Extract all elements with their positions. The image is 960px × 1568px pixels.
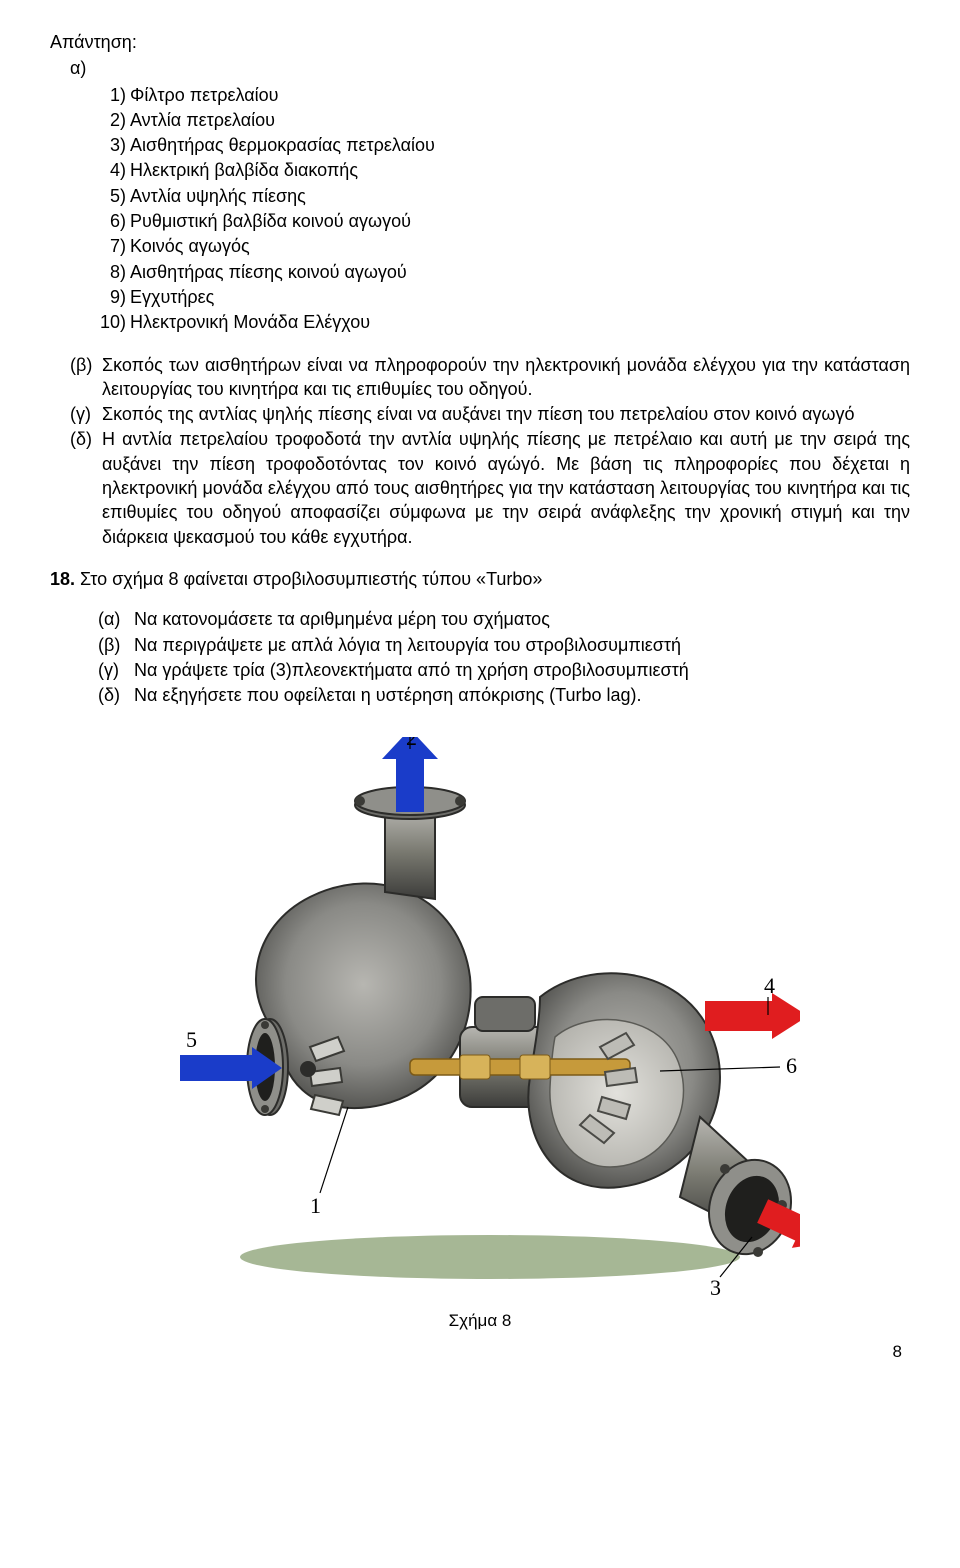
fig-label-5: 5 [186,1027,197,1052]
item-text: Αισθητήρας θερμοκρασίας πετρελαίου [130,133,435,157]
list-item: 5)Αντλία υψηλής πίεσης [98,184,910,208]
letter-text: Σκοπός των αισθητήρων είναι να πληροφορο… [102,353,910,402]
letter-item: (γ) Σκοπός της αντλίας ψηλής πίεσης είνα… [70,402,910,426]
item-text: Εγχυτήρες [130,285,214,309]
sub-label: (α) [98,607,134,631]
sub-text: Να περιγράψετε με απλά λόγια τη λειτουργ… [134,633,910,657]
item-number: 6) [98,209,126,233]
letter-item: (δ) Η αντλία πετρελαίου τροφοδοτά την αν… [70,427,910,548]
numbered-list: 1)Φίλτρο πετρελαίου 2)Αντλία πετρελαίου … [98,83,910,335]
item-number: 4) [98,158,126,182]
sub-text: Να κατονομάσετε τα αριθμημένα μέρη του σ… [134,607,910,631]
sub-text: Να γράψετε τρία (3)πλεονεκτήματα από τη … [134,658,910,682]
letter-item: (β) Σκοπός των αισθητήρων είναι να πληρο… [70,353,910,402]
item-number: 3) [98,133,126,157]
list-item: 1)Φίλτρο πετρελαίου [98,83,910,107]
item-text: Κοινός αγωγός [130,234,250,258]
letter-label: (β) [70,353,102,402]
item-text: Αισθητήρας πίεσης κοινού αγωγού [130,260,407,284]
item-number: 9) [98,285,126,309]
sub-text: Να εξηγήσετε που οφείλεται η υστέρηση απ… [134,683,910,707]
fig-label-4: 4 [764,973,775,998]
sub-item: (α) Να κατονομάσετε τα αριθμημένα μέρη τ… [98,607,910,631]
item-text: Ηλεκτρική βαλβίδα διακοπής [130,158,358,182]
item-text: Ηλεκτρονική Μονάδα Ελέγχου [130,310,370,334]
letter-label: (δ) [70,427,102,548]
sub-label: (γ) [98,658,134,682]
sub-item: (β) Να περιγράψετε με απλά λόγια τη λειτ… [98,633,910,657]
fig-label-1: 1 [310,1193,321,1218]
sub-label: (δ) [98,683,134,707]
list-item: 2)Αντλία πετρελαίου [98,108,910,132]
item-text: Αντλία πετρελαίου [130,108,275,132]
turbocharger-diagram: 2 4 6 5 1 3 [160,737,800,1297]
question-number: 18. [50,567,80,591]
item-text: Αντλία υψηλής πίεσης [130,184,306,208]
item-text: Ρυθμιστική βαλβίδα κοινού αγωγού [130,209,411,233]
figure-caption: Σχήμα 8 [50,1310,910,1333]
list-item: 10)Ηλεκτρονική Μονάδα Ελέγχου [98,310,910,334]
alpha-label: α) [70,56,910,80]
item-number: 7) [98,234,126,258]
list-item: 7)Κοινός αγωγός [98,234,910,258]
page-number: 8 [50,1341,910,1364]
item-number: 1) [98,83,126,107]
fig-label-2: 2 [406,737,417,750]
list-item: 9)Εγχυτήρες [98,285,910,309]
item-text: Φίλτρο πετρελαίου [130,83,279,107]
sub-label: (β) [98,633,134,657]
list-item: 3)Αισθητήρας θερμοκρασίας πετρελαίου [98,133,910,157]
question-18: 18. Στο σχήμα 8 φαίνεται στροβιλοσυμπιεσ… [50,567,910,707]
item-number: 8) [98,260,126,284]
list-item: 4)Ηλεκτρική βαλβίδα διακοπής [98,158,910,182]
list-item: 6)Ρυθμιστική βαλβίδα κοινού αγωγού [98,209,910,233]
item-number: 5) [98,184,126,208]
fig-label-3: 3 [710,1275,721,1297]
item-number: 2) [98,108,126,132]
letter-label: (γ) [70,402,102,426]
answer-heading: Απάντηση: [50,30,910,54]
letter-text: Η αντλία πετρελαίου τροφοδοτά την αντλία… [102,427,910,548]
list-item: 8)Αισθητήρας πίεσης κοινού αγωγού [98,260,910,284]
fig-label-6: 6 [786,1053,797,1078]
letter-text: Σκοπός της αντλίας ψηλής πίεσης είναι να… [102,402,910,426]
sub-item: (δ) Να εξηγήσετε που οφείλεται η υστέρησ… [98,683,910,707]
question-text: Στο σχήμα 8 φαίνεται στροβιλοσυμπιεστής … [80,567,542,591]
sub-item: (γ) Να γράψετε τρία (3)πλεονεκτήματα από… [98,658,910,682]
item-number: 10) [98,310,126,334]
figure-8: 2 4 6 5 1 3 Σχήμα 8 [50,737,910,1332]
letter-list: (β) Σκοπός των αισθητήρων είναι να πληρο… [70,353,910,549]
question-18-subitems: (α) Να κατονομάσετε τα αριθμημένα μέρη τ… [98,607,910,707]
